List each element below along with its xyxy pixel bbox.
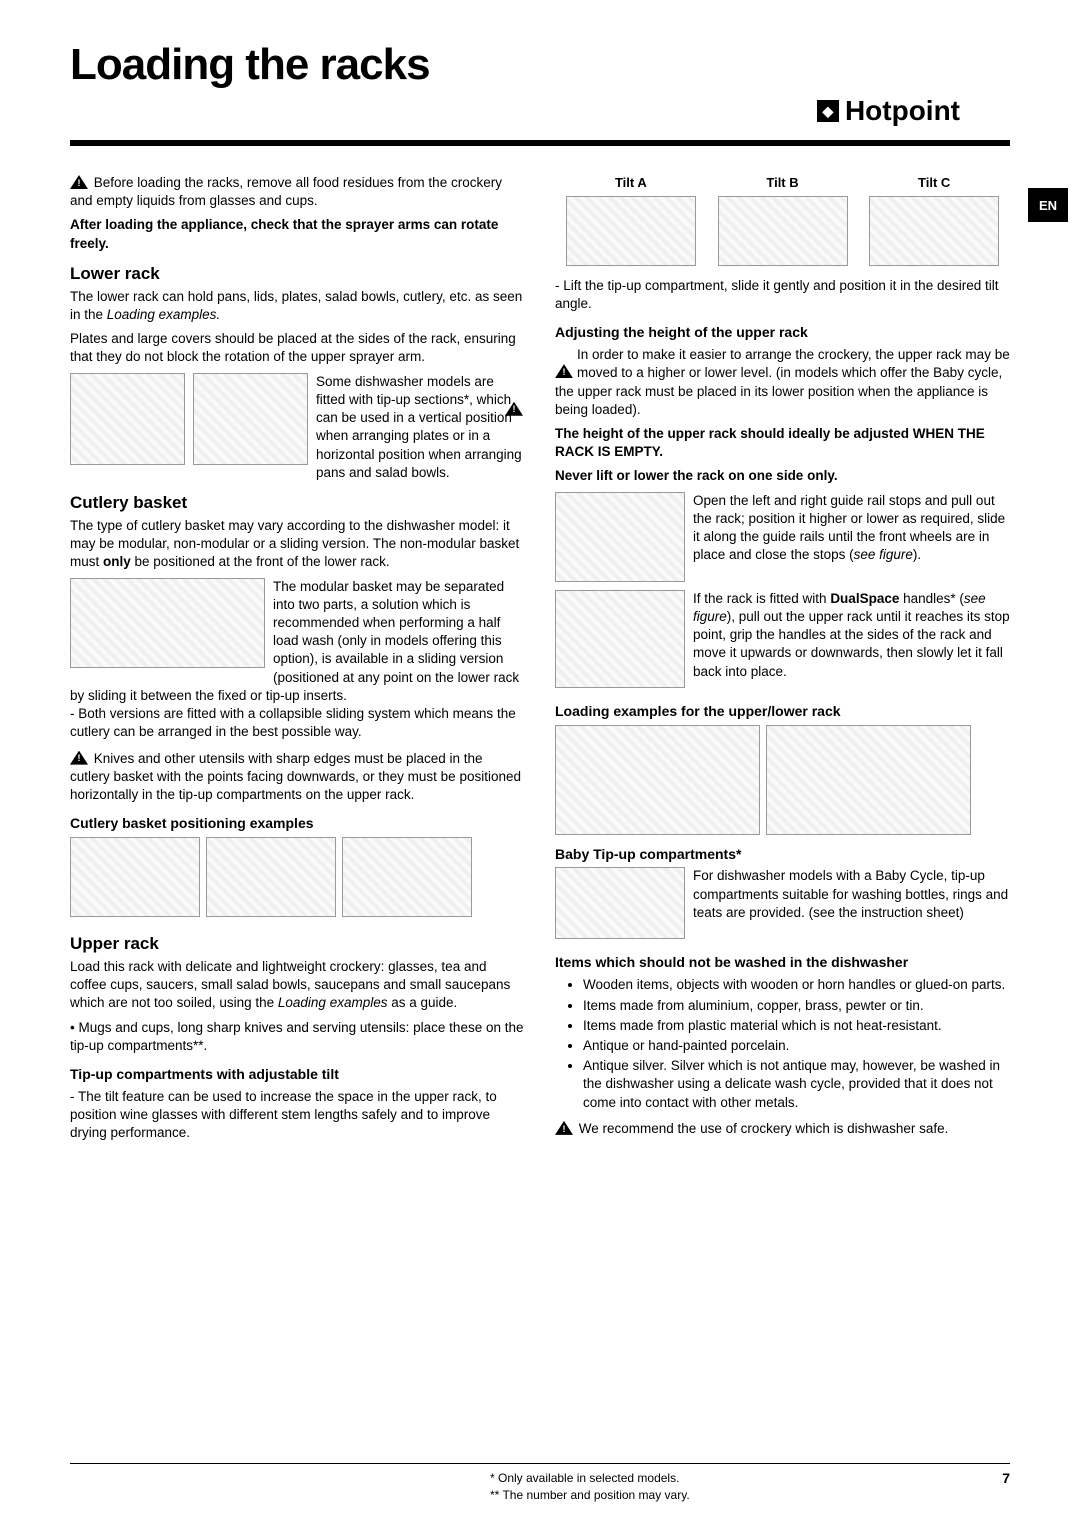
cutlery-only: only (103, 554, 131, 569)
tilt-b-label: Tilt B (707, 174, 859, 192)
lower-rack-wrap: Some dishwasher models are fitted with t… (316, 374, 522, 480)
cutlery-fig (70, 578, 265, 668)
cutlery-examples-heading: Cutlery basket positioning examples (70, 814, 525, 833)
cutlery-p1b: be positioned at the front of the lower … (131, 554, 390, 569)
adjust-wrap2b: handles* ( (899, 591, 964, 606)
item-0: Wooden items, objects with wooden or hor… (583, 976, 1010, 994)
adjust-never: Never lift or lower the rack on one side… (555, 467, 1010, 485)
warning-icon (555, 1121, 573, 1135)
tilt-b-fig (718, 196, 848, 266)
cutlery-p3: - Both versions are fitted with a collap… (70, 705, 525, 741)
cutlery-warn: Knives and other utensils with sharp edg… (70, 751, 521, 802)
warning-icon (70, 175, 88, 189)
upper-p2: • Mugs and cups, long sharp knives and s… (70, 1019, 525, 1055)
brand-logo: ◆ Hotpoint (817, 95, 960, 127)
item-4: Antique silver. Silver which is not anti… (583, 1057, 1010, 1112)
adjust-wrap1-i: see figure (854, 547, 913, 562)
cutlery-ex-fig-1 (70, 837, 200, 917)
baby-heading: Baby Tip-up compartments* (555, 845, 1010, 864)
adjust-wrap1a: Open the left and right guide rail stops… (693, 493, 1005, 563)
items-heading: Items which should not be washed in the … (555, 953, 1010, 972)
tilt-c-label: Tilt C (858, 174, 1010, 192)
page-title: Loading the racks (70, 40, 1010, 90)
upper-rack-heading: Upper rack (70, 933, 525, 956)
language-tab: EN (1028, 188, 1068, 222)
baby-p: For dishwasher models with a Baby Cycle,… (693, 868, 1008, 919)
adjust-wrap2a: If the rack is fitted with (693, 591, 830, 606)
adjust-heading: Adjusting the height of the upper rack (555, 323, 1010, 342)
upper-p1-italic: Loading examples (278, 995, 388, 1010)
tipup-heading: Tip-up compartments with adjustable tilt (70, 1065, 525, 1084)
item-2: Items made from plastic material which i… (583, 1017, 1010, 1035)
cutlery-ex-fig-3 (342, 837, 472, 917)
upper-p1-end: as a guide. (387, 995, 457, 1010)
adjust-fig-2 (555, 590, 685, 688)
adjust-fig-1 (555, 492, 685, 582)
rec-warn: We recommend the use of crockery which i… (579, 1121, 949, 1136)
cutlery-ex-fig-2 (206, 837, 336, 917)
lower-rack-fig-1 (70, 373, 185, 465)
load-ex-fig-2 (766, 725, 971, 835)
adjust-wrap1b: ). (913, 547, 921, 562)
lower-rack-heading: Lower rack (70, 263, 525, 286)
right-column: Tilt A Tilt B Tilt C - Lift the tip-up c… (555, 174, 1010, 1149)
warning-icon (555, 364, 573, 378)
brand-text: Hotpoint (845, 95, 960, 127)
tilt-a-label: Tilt A (555, 174, 707, 192)
divider (70, 140, 1010, 146)
intro-warning: Before loading the racks, remove all foo… (70, 175, 502, 208)
tilt-p: - Lift the tip-up compartment, slide it … (555, 277, 1010, 313)
tipup-p: - The tilt feature can be used to increa… (70, 1088, 525, 1143)
page-number: 7 (1002, 1470, 1010, 1486)
adjust-bold: The height of the upper rack should idea… (555, 425, 1010, 461)
load-examples-heading: Loading examples for the upper/lower rac… (555, 702, 1010, 721)
brand-icon: ◆ (817, 100, 839, 122)
adjust-wrap2c: ), pull out the upper rack until it reac… (693, 609, 1010, 679)
intro-bold: After loading the appliance, check that … (70, 216, 525, 252)
adjust-p1: In order to make it easier to arrange th… (555, 347, 1010, 417)
baby-fig (555, 867, 685, 939)
lower-rack-fig-2 (193, 373, 308, 465)
footnote-1: * Only available in selected models. (490, 1470, 690, 1487)
tilt-a-fig (566, 196, 696, 266)
footnotes: * Only available in selected models. ** … (70, 1463, 1010, 1504)
lower-rack-p2: Plates and large covers should be placed… (70, 330, 525, 366)
load-ex-fig-1 (555, 725, 760, 835)
dualspace: DualSpace (830, 591, 899, 606)
footnote-2: ** The number and position may vary. (490, 1487, 690, 1504)
tilt-c-fig (869, 196, 999, 266)
item-3: Antique or hand-painted porcelain. (583, 1037, 1010, 1055)
lower-rack-p1-italic: Loading examples. (107, 307, 220, 322)
left-column: Before loading the racks, remove all foo… (70, 174, 525, 1149)
warning-icon (70, 751, 88, 765)
item-1: Items made from aluminium, copper, brass… (583, 997, 1010, 1015)
items-list: Wooden items, objects with wooden or hor… (555, 976, 1010, 1112)
cutlery-heading: Cutlery basket (70, 492, 525, 515)
